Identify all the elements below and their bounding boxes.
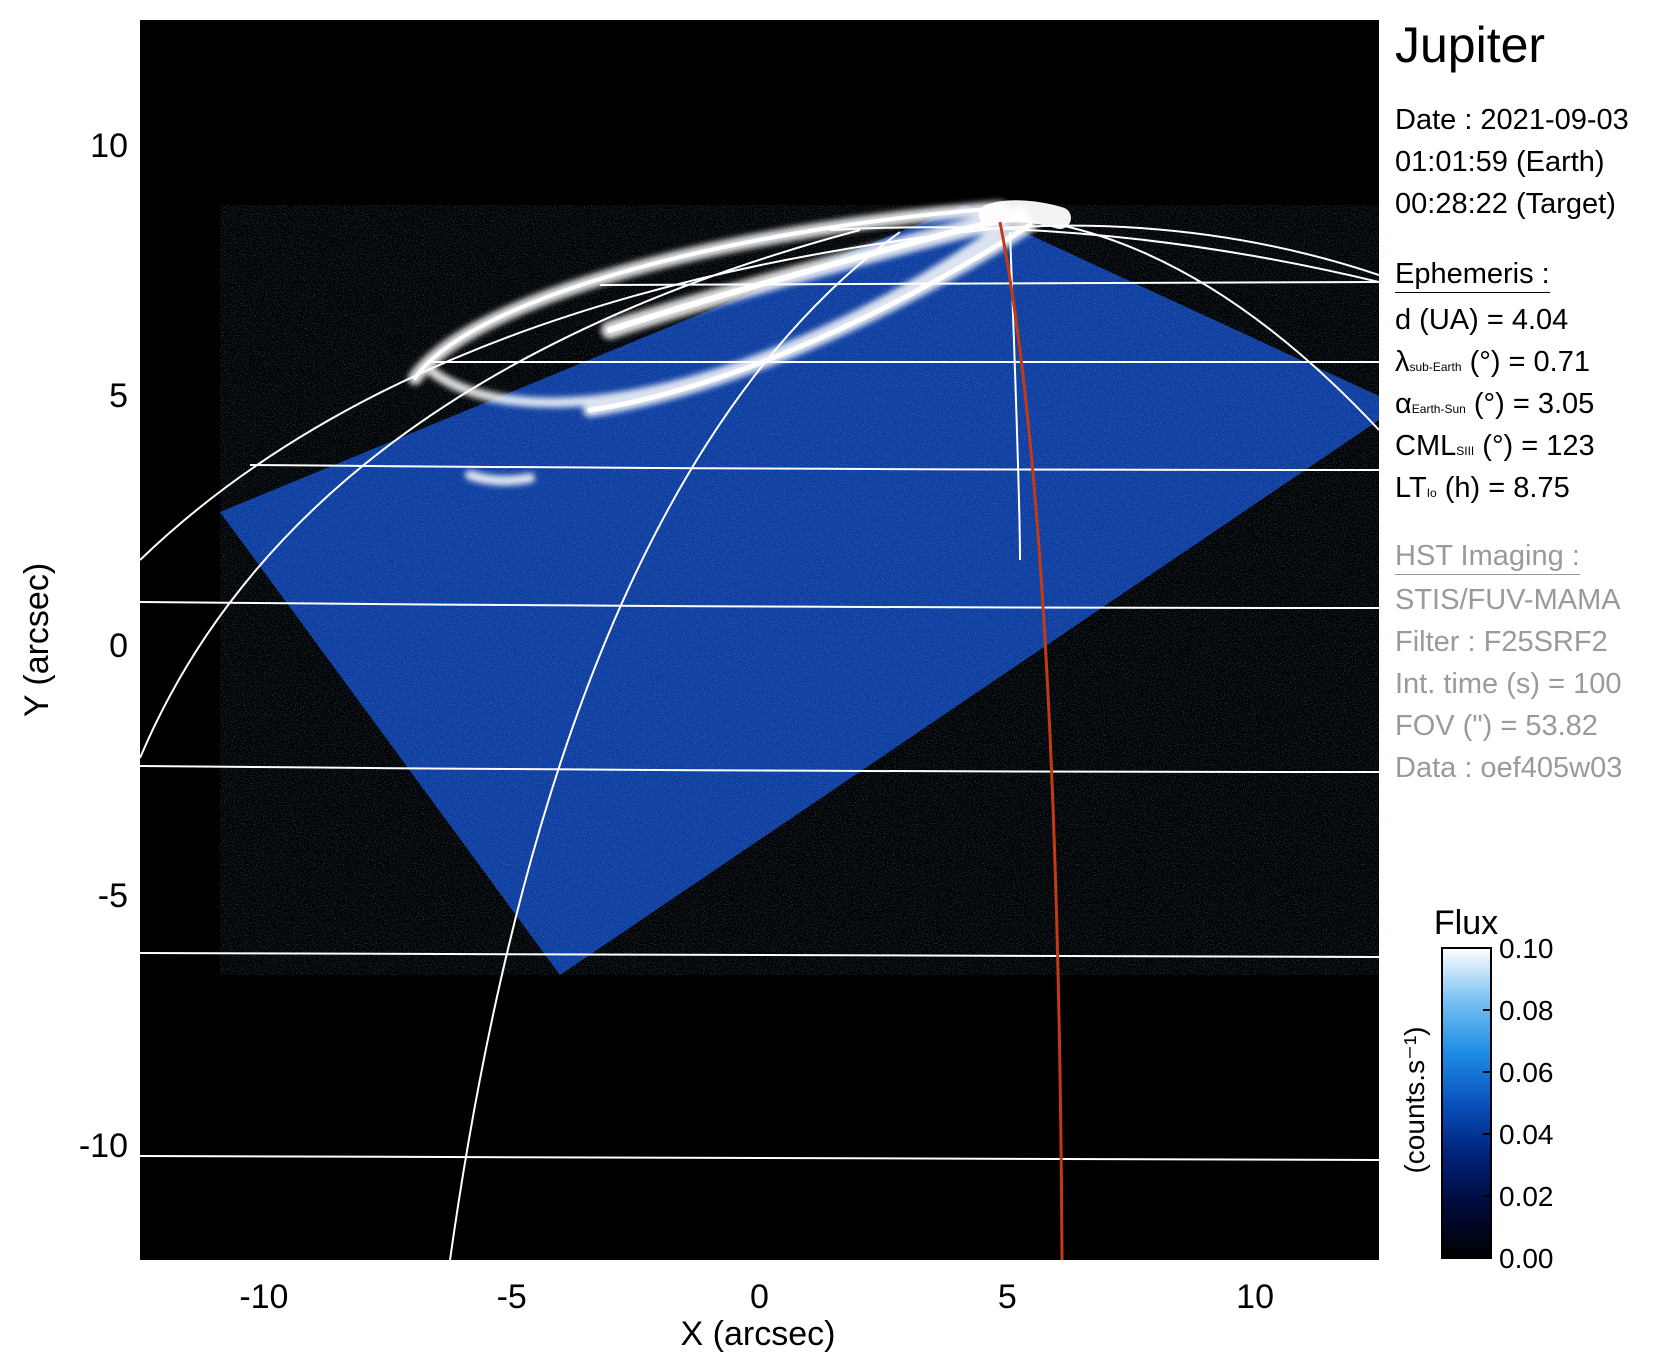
data-id: Data : oef405w03 [1395,752,1623,784]
colorbar-label: (counts.s⁻¹) [1399,1026,1430,1173]
sub-earth-latitude: λsub-Earth (°) = 0.71 [1395,346,1590,379]
x-tick-label: 0 [750,1278,769,1316]
y-axis: 10 5 0 -5 -10 [79,127,128,1165]
hst-header: HST Imaging : [1395,540,1580,575]
reference-meridian [998,221,1064,1260]
cml-value: (°) = 123 [1474,430,1595,462]
latitude-grid [140,226,1379,1161]
colorbar: Flux 0.10 0.08 0.06 0.04 0.02 0.00 (counts.s⁻… [1399,904,1554,1274]
colorbar-tick-label: 0.00 [1499,1243,1554,1274]
field-of-view: FOV (") = 53.82 [1395,710,1598,742]
colorbar-tick-label: 0.06 [1499,1057,1554,1088]
y-tick-label: -10 [79,1127,128,1165]
alpha-subscript: Earth-Sun [1411,402,1466,416]
colorbar-gradient [1441,947,1492,1259]
colorbar-ticks: 0.10 0.08 0.06 0.04 0.02 0.00 [1483,933,1554,1274]
earth-time: 01:01:59 (Earth) [1395,146,1605,178]
obs-date: Date : 2021-09-03 [1395,104,1629,136]
lambda-symbol: λ [1395,346,1410,378]
io-local-time: LTIo (h) = 8.75 [1395,472,1570,505]
y-tick-label: 5 [109,377,128,415]
colorbar-tick-label: 0.02 [1499,1181,1554,1212]
ephemeris-header: Ephemeris : [1395,258,1550,293]
filter: Filter : F25SRF2 [1395,626,1608,658]
phase-angle: αEarth-Sun (°) = 3.05 [1395,388,1594,421]
target-time: 00:28:22 (Target) [1395,188,1616,220]
alpha-symbol: α [1395,388,1412,420]
cml-symbol: CML [1395,430,1457,462]
central-meridian-longitude: CMLSIII (°) = 123 [1395,430,1595,463]
target-name: Jupiter [1395,17,1546,73]
integration-time: Int. time (s) = 100 [1395,668,1622,700]
lambda-value: (°) = 0.71 [1461,346,1590,378]
y-tick-label: 10 [90,127,128,165]
colorbar-title: Flux [1434,904,1498,942]
aurora-emission [408,200,1071,486]
colorbar-tick-label: 0.04 [1499,1119,1554,1150]
lambda-subscript: sub-Earth [1409,360,1462,374]
plot-area [140,20,1379,1260]
cml-subscript: SIII [1456,444,1475,458]
x-tick-label: -10 [239,1278,288,1316]
y-tick-label: -5 [98,877,128,915]
lt-subscript: Io [1426,486,1437,500]
x-axis: -10 -5 0 5 10 [239,1278,1274,1316]
distance-value: d (UA) = 4.04 [1395,304,1569,336]
alpha-value: (°) = 3.05 [1465,388,1595,420]
y-axis-label: Y (arcsec) [18,563,56,717]
y-tick-label: 0 [109,627,128,665]
lt-symbol: LT [1395,472,1427,504]
x-axis-label: X (arcsec) [681,1315,836,1353]
longitude-grid [140,224,1379,1260]
x-tick-label: 5 [998,1278,1017,1316]
instrument: STIS/FUV-MAMA [1395,584,1621,616]
colorbar-tick-label: 0.08 [1499,995,1554,1026]
x-tick-label: 10 [1236,1278,1274,1316]
colorbar-tick-label: 0.10 [1499,933,1554,964]
x-tick-label: -5 [497,1278,527,1316]
lt-value: (h) = 8.75 [1436,472,1570,504]
